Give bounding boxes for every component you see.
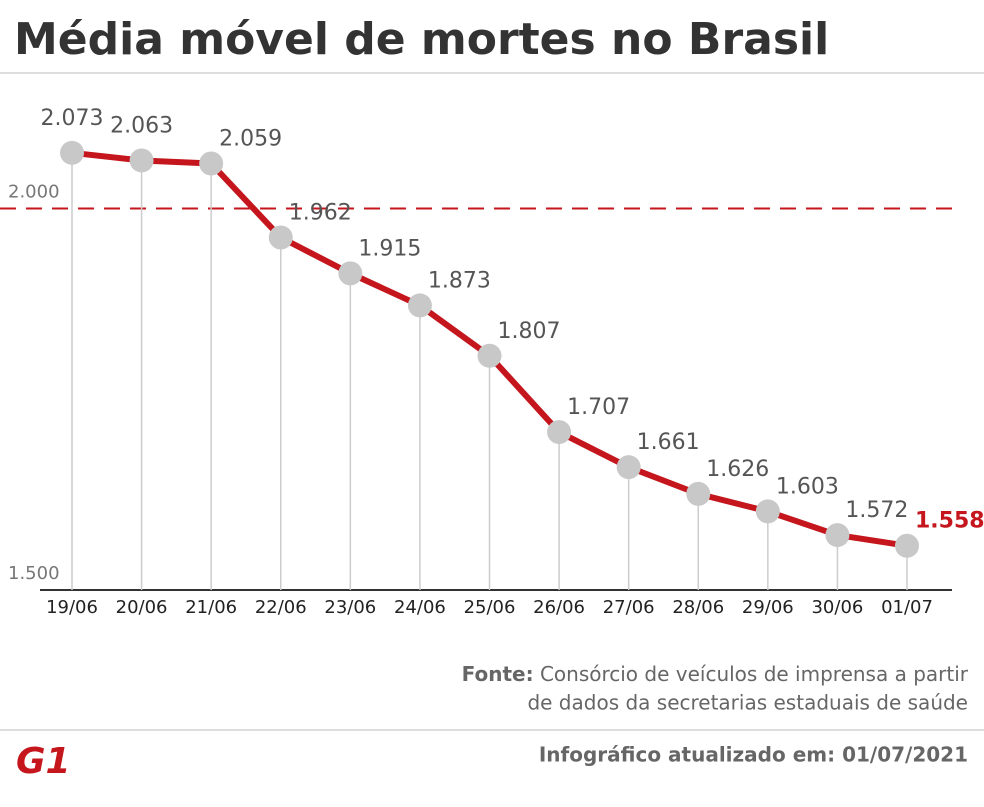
x-tick-label: 25/06 [464, 597, 516, 618]
source-line: Consórcio de veículos de imprensa a part… [540, 662, 969, 686]
marker [60, 140, 84, 165]
value-label: 1.962 [289, 201, 352, 226]
x-tick-label: 27/06 [603, 597, 655, 618]
x-tick-label: 19/06 [46, 597, 98, 618]
x-tick-label: 20/06 [116, 597, 168, 618]
x-tick-label: 23/06 [324, 597, 376, 618]
value-label: 1.873 [428, 268, 491, 293]
source: Fonte: Consórcio de veículos de imprensa… [462, 662, 969, 686]
value-label: 1.915 [358, 236, 421, 261]
value-label: 1.626 [706, 457, 769, 482]
marker [895, 533, 919, 558]
value-label: 2.063 [110, 113, 173, 138]
marker [755, 499, 780, 524]
value-label: 1.707 [567, 395, 630, 420]
marker [268, 225, 293, 250]
value-label: 1.572 [845, 498, 908, 523]
logo: G1 [16, 741, 71, 782]
value-label: 1.603 [776, 474, 839, 499]
marker [129, 148, 154, 173]
marker [825, 523, 850, 548]
x-tick-label: 24/06 [394, 597, 446, 618]
x-tick-label: 22/06 [255, 597, 307, 618]
marker [616, 455, 641, 480]
y-tick-label: 1.500 [8, 563, 60, 584]
x-tick-label: 21/06 [185, 597, 237, 618]
y-tick-label: 2.000 [8, 182, 60, 203]
value-label: 1.558 [915, 509, 984, 534]
x-tick-label: 28/06 [672, 597, 724, 618]
marker [547, 420, 572, 445]
x-tick-label: 29/06 [742, 597, 794, 618]
value-label: 1.807 [498, 319, 561, 344]
value-label: 1.661 [637, 430, 700, 455]
marker [407, 293, 432, 318]
source-label: Fonte: [462, 662, 534, 686]
value-label: 2.059 [219, 127, 282, 152]
x-tick-label: 26/06 [533, 597, 585, 618]
marker [338, 261, 363, 286]
updated: Infográfico atualizado em: 01/07/2021 [539, 743, 968, 767]
marker [686, 481, 711, 506]
x-tick-label: 30/06 [811, 597, 863, 618]
marker [477, 343, 502, 368]
value-label: 2.073 [41, 106, 104, 131]
marker [199, 151, 224, 176]
chart-title: Média móvel de mortes no Brasil [14, 14, 829, 65]
x-tick-label: 01/07 [881, 597, 933, 618]
source-line: de dados da secretarias estaduais de saú… [527, 691, 968, 715]
